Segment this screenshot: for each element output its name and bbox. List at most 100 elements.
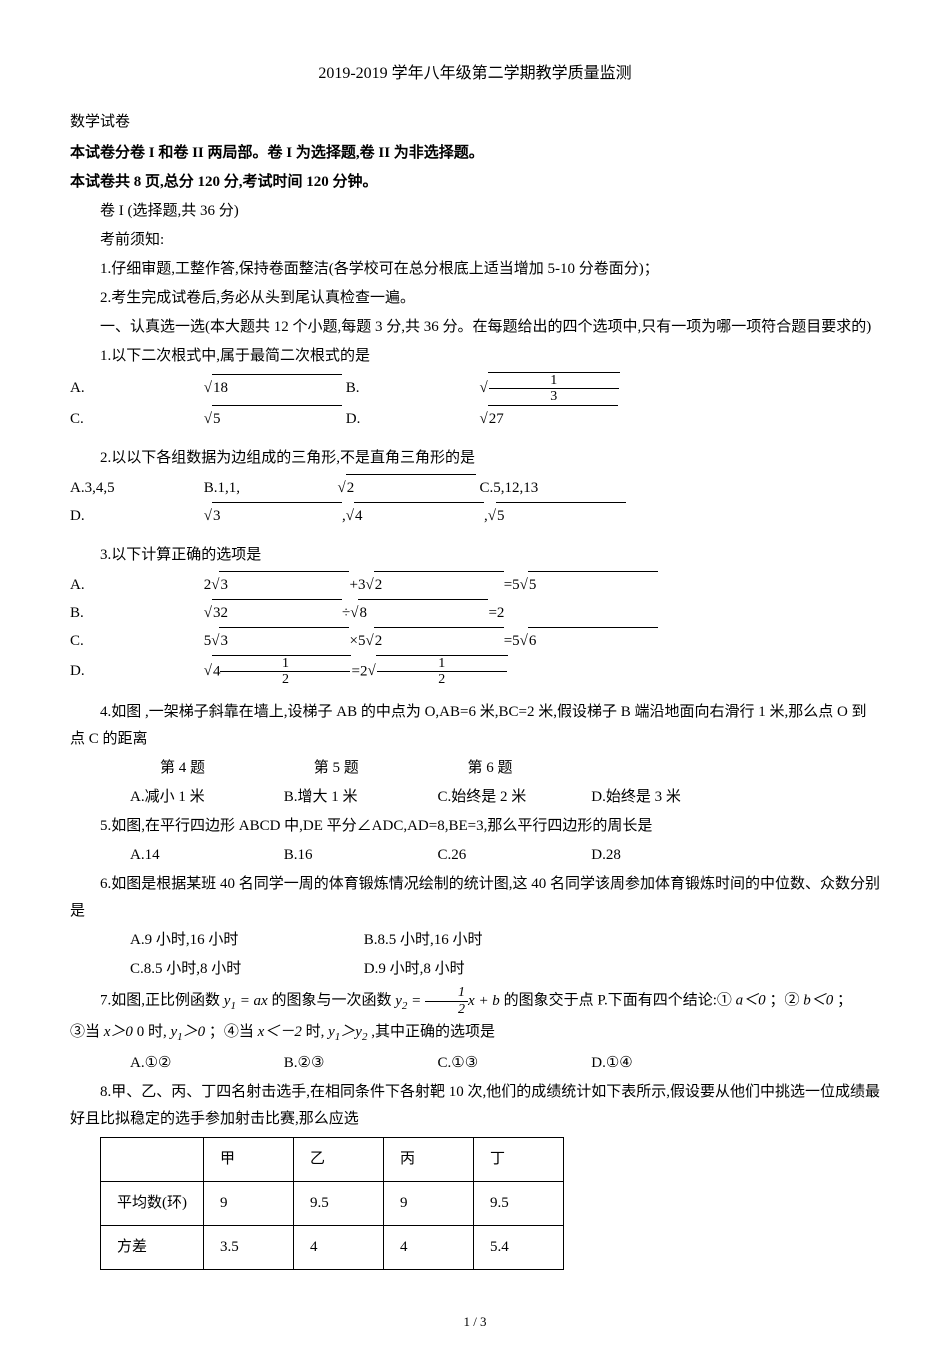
q1-opt-c-label: C. (70, 406, 200, 433)
q7-eq1: y1 = ax (224, 993, 268, 1009)
question-3-options: A. 23+32=55 B. 32÷8=2 C. 53×52=56 D. 412… (70, 571, 880, 688)
fig-6-label: 第 6 题 (423, 755, 573, 782)
question-5-options: A.14 B.16 C.26 D.28 (70, 842, 880, 869)
q4-opt-c: C.始终是 2 米 (408, 784, 558, 811)
q7-opt-c: C.①③ (408, 1050, 558, 1077)
row2-c1: 3.5 (204, 1225, 294, 1269)
q3-opt-b: B. 32÷8=2 (70, 599, 504, 627)
q5-opt-c: C.26 (408, 842, 558, 869)
question-6: 6.如图是根据某班 40 名同学一周的体育锻炼情况绘制的统计图,这 40 名同学… (70, 871, 880, 925)
q2-opt-b-label: B.1,1, (204, 475, 334, 502)
row1-c1: 9 (204, 1181, 294, 1225)
q7-text-f: ③当 (70, 1024, 100, 1040)
q2-opt-a: A.3,4,5 (70, 475, 200, 502)
q5-opt-d: D.28 (561, 842, 711, 869)
question-4: 4.如图 ,一架梯子斜靠在墙上,设梯子 AB 的中点为 O,AB=6 米,BC=… (70, 699, 880, 753)
q7-text-e: ； (837, 993, 852, 1009)
table-header-row: 甲 乙 丙 丁 (101, 1137, 564, 1181)
q1-opt-b-num: 1 (489, 373, 619, 389)
subject-title: 数学试卷 (70, 109, 880, 136)
row1-c3: 9 (384, 1181, 474, 1225)
q5-opt-b: B.16 (254, 842, 404, 869)
q1-opt-c-val: 5 (212, 405, 342, 433)
q3-opt-a: A. 23+32=55 (70, 571, 658, 599)
score-table: 甲 乙 丙 丁 平均数(环) 9 9.5 9 9.5 方差 3.5 4 4 5.… (100, 1137, 564, 1270)
question-8: 8.甲、乙、丙、丁四名射击选手,在相同条件下各射靶 10 次,他们的成绩统计如下… (70, 1079, 880, 1133)
q3-opt-d: D. 412=212 (70, 655, 508, 688)
q7-text-a: 7.如图,正比例函数 (100, 993, 220, 1009)
question-5: 5.如图,在平行四边形 ABCD 中,DE 平分∠ADC,AD=8,BE=3,那… (70, 813, 880, 840)
intro-line-1: 本试卷分卷 I 和卷 II 两局部。卷 I 为选择题,卷 II 为非选择题。 (70, 140, 880, 167)
table-row: 方差 3.5 4 4 5.4 (101, 1225, 564, 1269)
q7-text-j: ,其中正确的选项是 (371, 1024, 495, 1040)
table-row: 平均数(环) 9 9.5 9 9.5 (101, 1181, 564, 1225)
q7-cond2: b＜0 (803, 993, 833, 1009)
q2-opt-d-label: D. (70, 503, 200, 530)
row2-label: 方差 (101, 1225, 204, 1269)
q7-text-b: 的图象与一次函数 (271, 993, 391, 1009)
row1-c2: 9.5 (294, 1181, 384, 1225)
th-jia: 甲 (204, 1137, 294, 1181)
question-7: 7.如图,正比例函数 y1 = ax 的图象与一次函数 y2 = 12x + b… (70, 985, 880, 1017)
q7-opt-a: A.①② (100, 1050, 250, 1077)
q7-opt-b: B.②③ (254, 1050, 404, 1077)
q1-opt-a-val: 18 (212, 374, 342, 402)
q2-opt-c: C.5,12,13 (479, 475, 609, 502)
q6-opt-d: D.9 小时,8 小时 (334, 956, 564, 983)
question-6-options-row1: A.9 小时,16 小时 B.8.5 小时,16 小时 (70, 927, 880, 954)
q6-opt-b: B.8.5 小时,16 小时 (334, 927, 564, 954)
q7-opt-d: D.①④ (561, 1050, 711, 1077)
fig-5-label: 第 5 题 (269, 755, 419, 782)
row1-label: 平均数(环) (101, 1181, 204, 1225)
q7-cond5: x＜－2 (258, 1024, 302, 1040)
page-number: 1 / 3 (70, 1310, 880, 1333)
q1-opt-b-den: 3 (489, 389, 619, 404)
q7-text-h: ；④当 (209, 1024, 254, 1040)
notice-header: 考前须知: (70, 227, 880, 254)
q7-eq2: y2 = 12x + b (395, 993, 500, 1009)
figure-refs: 第 4 题 第 5 题 第 6 题 (70, 755, 880, 782)
notice-1: 1.仔细审题,工整作答,保持卷面整洁(各学校可在总分根底上适当增加 5-10 分… (70, 256, 880, 283)
question-2-options: A.3,4,5 B.1,1, 2 C.5,12,13 D. 3,4,5 (70, 474, 880, 530)
q7-cond1: a＜0 (736, 993, 766, 1009)
q7-text-d: ；② (769, 993, 799, 1009)
q6-opt-c: C.8.5 小时,8 小时 (100, 956, 330, 983)
q5-opt-a: A.14 (100, 842, 250, 869)
th-ding: 丁 (474, 1137, 564, 1181)
q1-opt-d-val: 27 (488, 405, 618, 433)
q2-opt-b-val: 2 (346, 474, 476, 502)
q7-text-i: 时, (306, 1024, 325, 1040)
q7-cond3: x＞0 (104, 1024, 133, 1040)
intro-line-2: 本试卷共 8 页,总分 120 分,考试时间 120 分钟。 (70, 169, 880, 196)
q2-opt-d-b: 4 (354, 502, 484, 530)
row1-c4: 9.5 (474, 1181, 564, 1225)
q4-opt-a: A.减小 1 米 (100, 784, 250, 811)
question-1-options: A. 18 B. 13 C. 5 D. 27 (70, 372, 880, 433)
th-yi: 乙 (294, 1137, 384, 1181)
row2-c2: 4 (294, 1225, 384, 1269)
exam-title: 2019-2019 学年八年级第二学期教学质量监测 (70, 60, 880, 89)
q4-opt-d: D.始终是 3 米 (561, 784, 711, 811)
q2-opt-d-c: 5 (496, 502, 626, 530)
q1-opt-d-label: D. (346, 406, 476, 433)
question-7-line2: ③当 x＞0 0 时, y1＞0 ；④当 x＜－2 时, y1＞y2 ,其中正确… (70, 1019, 880, 1048)
question-7-options: A.①② B.②③ C.①③ D.①④ (70, 1050, 880, 1077)
q1-opt-a-label: A. (70, 375, 200, 402)
q7-cond4: y1＞0 (170, 1024, 205, 1040)
question-2: 2.以以下各组数据为边组成的三角形,不是直角三角形的是 (70, 445, 880, 472)
question-6-options-row2: C.8.5 小时,8 小时 D.9 小时,8 小时 (70, 956, 880, 983)
part-1-header: 一、认真选一选(本大题共 12 个小题,每题 3 分,共 36 分。在每题给出的… (70, 314, 880, 341)
q7-text-c: 的图象交于点 P.下面有四个结论:① (504, 993, 732, 1009)
question-1: 1.以下二次根式中,属于最简二次根式的是 (70, 343, 880, 370)
row2-c3: 4 (384, 1225, 474, 1269)
notice-2: 2.考生完成试卷后,务必从头到尾认真检查一遍。 (70, 285, 880, 312)
row2-c4: 5.4 (474, 1225, 564, 1269)
q1-opt-b-label: B. (346, 375, 476, 402)
q7-cond6: y1＞y2 (328, 1024, 367, 1040)
question-4-options: A.减小 1 米 B.增大 1 米 C.始终是 2 米 D.始终是 3 米 (70, 784, 880, 811)
q3-opt-c: C. 53×52=56 (70, 627, 658, 655)
q2-opt-d-a: 3 (212, 502, 342, 530)
th-blank (101, 1137, 204, 1181)
question-3: 3.以下计算正确的选项是 (70, 542, 880, 569)
q7-text-g: 0 时, (137, 1024, 167, 1040)
